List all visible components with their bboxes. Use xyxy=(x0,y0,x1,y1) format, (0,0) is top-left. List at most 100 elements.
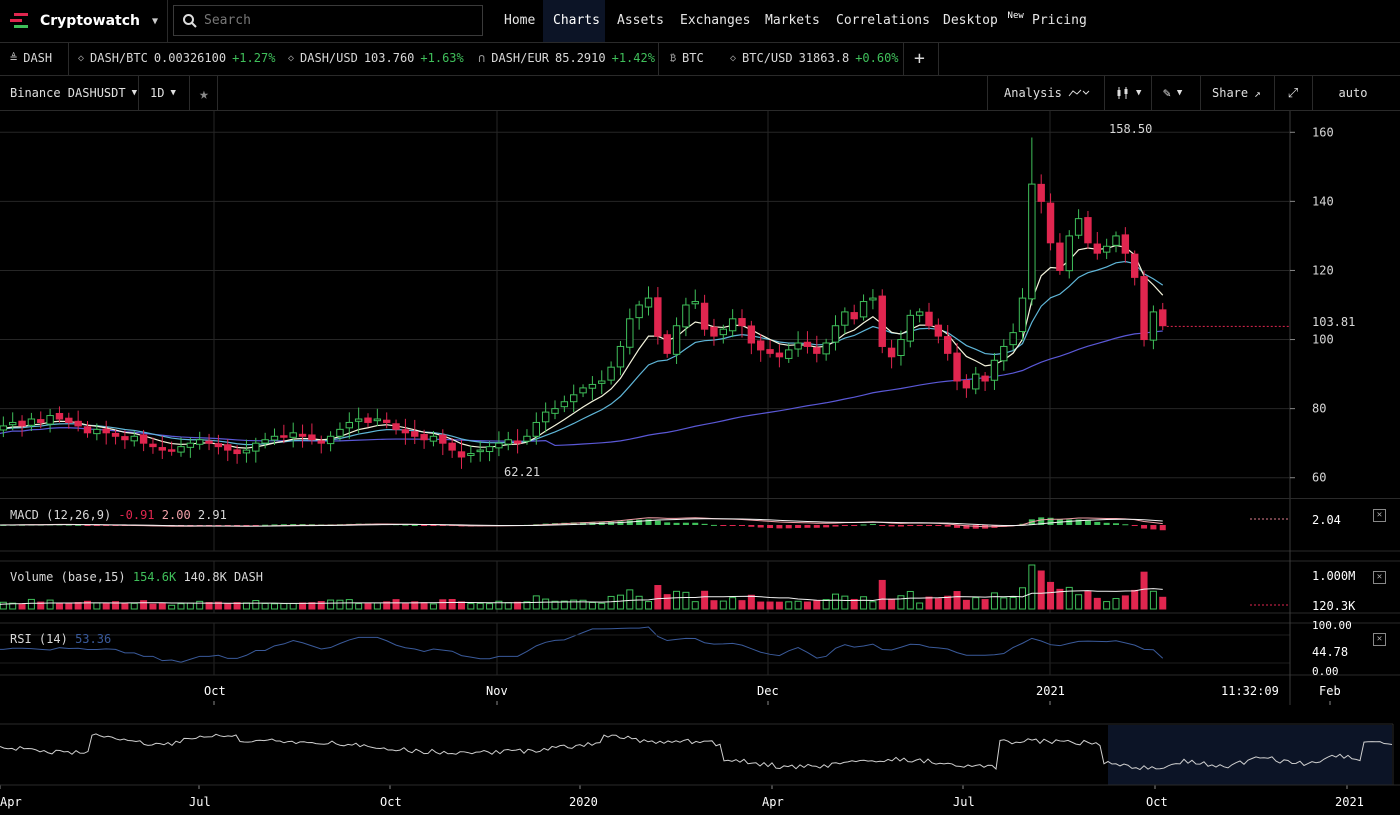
macd-histogram-bar xyxy=(757,525,764,528)
macd-histogram-bar xyxy=(963,525,970,529)
macd-histogram-bar xyxy=(1075,519,1082,525)
ema-fast-line xyxy=(0,244,1164,449)
ema-fast-path xyxy=(0,244,1164,449)
nav-assets[interactable]: Assets xyxy=(617,13,664,28)
volume-bar xyxy=(168,604,176,610)
overview-label-jul-2: Jul xyxy=(953,795,975,809)
overview-selection[interactable] xyxy=(1108,725,1392,785)
macd-histogram-bar xyxy=(280,524,287,526)
volume-bar xyxy=(1084,590,1092,610)
scale-mode-button[interactable]: auto xyxy=(1326,76,1380,110)
macd-histogram-bar xyxy=(570,522,577,525)
volume-bar xyxy=(719,600,727,610)
ticker-price: 0.00326100 xyxy=(153,51,227,65)
search-input[interactable] xyxy=(202,12,476,29)
nav-home[interactable]: Home xyxy=(504,13,536,28)
candle-body xyxy=(401,429,410,434)
volume-bar xyxy=(1131,589,1139,610)
volume-bar xyxy=(271,603,278,610)
macd-histogram-bar xyxy=(813,525,820,528)
chevron-down-icon[interactable]: ▼ xyxy=(151,15,159,27)
macd-histogram-bar xyxy=(580,522,587,525)
ticker-dash-usd[interactable]: ◇ DASH/USD 103.760 +1.63% xyxy=(288,42,464,75)
ticker-dash-eur[interactable]: ∩ DASH/EUR 85.2910 +1.42% xyxy=(478,42,655,75)
brand-logo[interactable]: Cryptowatch ▼ xyxy=(10,0,158,42)
volume-bar xyxy=(729,597,737,610)
ticker-dash-btc[interactable]: ◇ DASH/BTC 0.00326100 +1.27% xyxy=(78,42,275,75)
nav-markets[interactable]: Markets xyxy=(765,13,820,28)
volume-bar xyxy=(392,599,400,610)
candle-body xyxy=(27,418,36,426)
volume-bar xyxy=(448,599,456,610)
macd-histogram-bar xyxy=(823,525,830,528)
volume-axis-value: 120.3K xyxy=(1312,599,1356,613)
overview-label-oct-2: Oct xyxy=(1146,795,1168,809)
candle-body xyxy=(345,421,354,429)
nav-pricing[interactable]: Pricing xyxy=(1032,13,1087,28)
ticker-dash[interactable]: ≜ DASH xyxy=(10,42,52,75)
candle-body xyxy=(270,435,279,441)
add-market-button[interactable]: + xyxy=(914,42,925,75)
search-icon xyxy=(183,13,197,28)
share-label: Share xyxy=(1212,86,1249,100)
fullscreen-button[interactable]: ⤢ xyxy=(1284,76,1302,110)
price-grid xyxy=(0,111,1291,499)
nav-correlations[interactable]: Correlations xyxy=(836,13,930,28)
candle-body xyxy=(822,342,830,355)
macd-histogram-bar xyxy=(729,525,736,526)
macd-histogram-bar xyxy=(692,522,699,525)
volume-bar xyxy=(495,600,503,610)
volume-bar xyxy=(112,601,120,610)
volume-bar xyxy=(46,599,54,610)
diamond-icon: ◇ xyxy=(288,53,295,64)
share-button[interactable]: Share ↗ xyxy=(1212,76,1261,110)
draw-tool-button[interactable]: ✎ ▼ xyxy=(1163,76,1182,110)
chart-type-button[interactable]: ▼ xyxy=(1116,76,1141,110)
volume-bar xyxy=(663,594,671,610)
volume-bar xyxy=(1103,601,1111,610)
volume-bar xyxy=(205,602,213,610)
macd-histogram-bar xyxy=(626,520,633,525)
interval-selector[interactable]: 1D ▼ xyxy=(150,76,176,110)
candle-body xyxy=(224,444,232,451)
close-macd-button[interactable]: ✕ xyxy=(1373,509,1386,522)
volume-bar xyxy=(1047,581,1055,610)
macd-histogram-bar xyxy=(1066,519,1073,525)
ticker-btc[interactable]: ₿ BTC xyxy=(670,42,704,75)
market-selector[interactable]: Binance DASHUSDT ▼ xyxy=(10,76,137,110)
volume-bar xyxy=(1000,597,1008,610)
macd-title: MACD xyxy=(10,508,39,522)
favorite-star-icon[interactable]: ★ xyxy=(199,83,209,103)
time-label-nov: Nov xyxy=(486,684,508,698)
macd-params: (12,26,9) xyxy=(46,508,112,522)
volume-bar xyxy=(37,601,45,610)
volume-bar xyxy=(130,602,138,610)
close-rsi-button[interactable]: ✕ xyxy=(1373,633,1386,646)
price-chart[interactable]: 60 80 100 120 140 160 158.50 62.21 103.81 xyxy=(0,111,1400,499)
candle-body xyxy=(326,435,335,445)
candle-body xyxy=(1009,332,1017,346)
close-volume-button[interactable]: ✕ xyxy=(1373,571,1386,584)
nav-desktop[interactable]: Desktop New xyxy=(933,0,1024,42)
candle-body xyxy=(887,347,896,358)
volume-bar xyxy=(673,590,681,610)
candle-body xyxy=(139,434,148,444)
candle-body xyxy=(467,453,475,456)
macd-histogram-bar xyxy=(636,519,643,525)
ticker-btc-usd[interactable]: ◇ BTC/USD 31863.8 +0.60% xyxy=(730,42,899,75)
volume-bar xyxy=(682,591,690,610)
nav-exchanges[interactable]: Exchanges xyxy=(680,13,751,28)
volume-bar xyxy=(1056,588,1064,610)
candle-body xyxy=(878,295,886,347)
analysis-button[interactable]: Analysis xyxy=(1004,76,1090,110)
macd-histogram-bar xyxy=(1094,521,1101,525)
volume-bar xyxy=(888,598,896,610)
macd-histogram-bar xyxy=(84,525,91,526)
price-axis: 60 80 100 120 140 160 xyxy=(1166,125,1334,485)
chevron-down-icon: ▼ xyxy=(1136,88,1142,98)
search-box[interactable] xyxy=(173,5,483,36)
ticker-change: +1.27% xyxy=(232,51,276,65)
overview-navigator[interactable] xyxy=(0,705,1400,815)
nav-charts[interactable]: Charts xyxy=(543,0,605,42)
candle-body xyxy=(588,383,597,389)
